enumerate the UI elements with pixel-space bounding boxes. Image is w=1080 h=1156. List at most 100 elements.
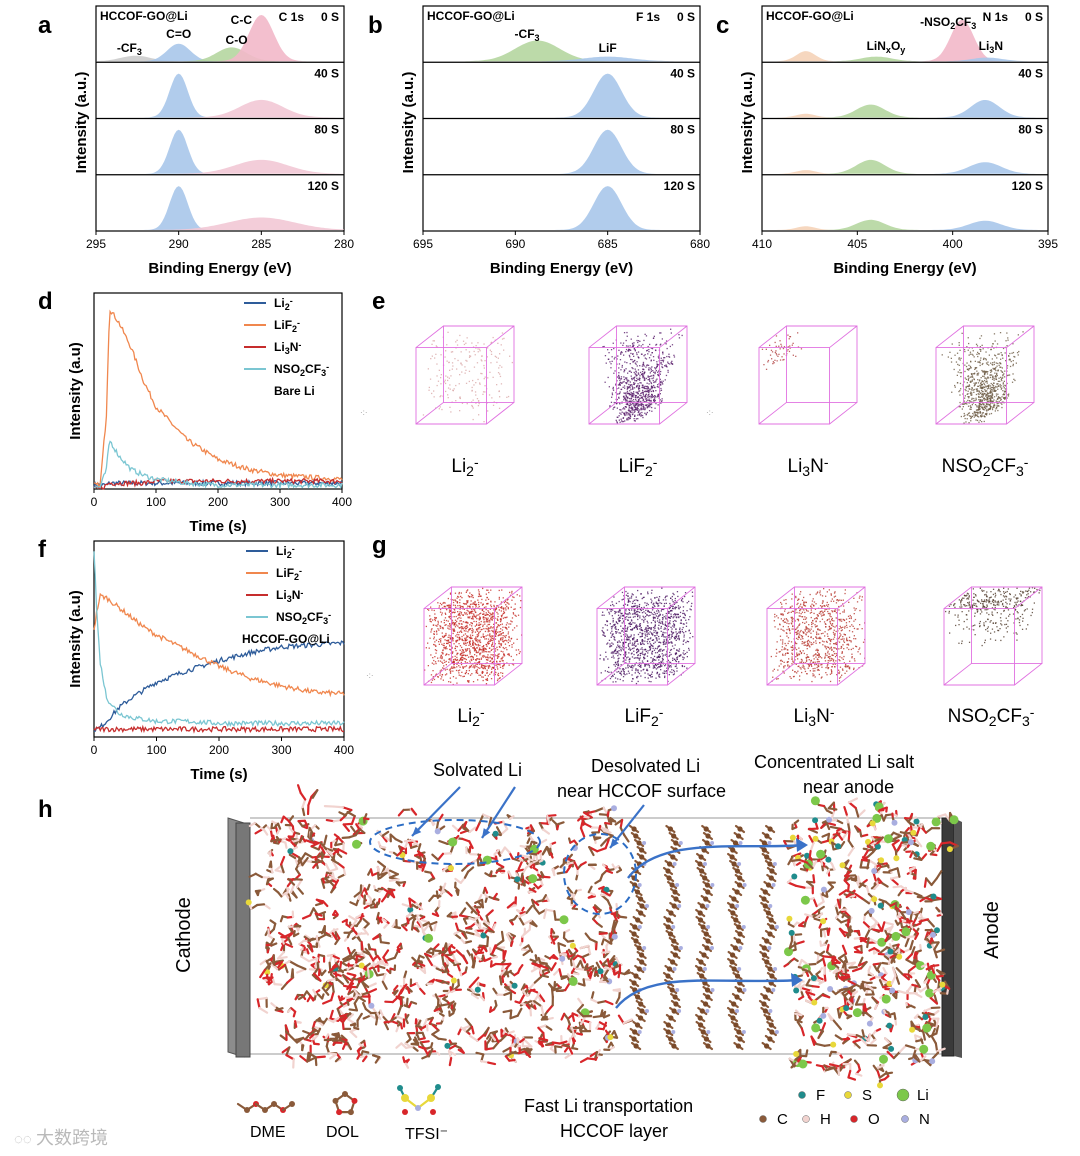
ion-point bbox=[648, 367, 650, 369]
ion-point bbox=[500, 344, 502, 346]
ion-point bbox=[642, 389, 644, 392]
ion-point bbox=[672, 657, 674, 659]
ion-point bbox=[505, 647, 507, 649]
ion-point bbox=[650, 598, 652, 600]
ion-point bbox=[451, 599, 453, 601]
ion-point bbox=[441, 635, 444, 637]
ion-point bbox=[631, 642, 634, 644]
ion-point bbox=[502, 632, 504, 634]
ion-point bbox=[797, 346, 800, 348]
ion-point bbox=[435, 674, 437, 676]
ion-point bbox=[612, 342, 614, 344]
ion-point bbox=[678, 631, 680, 633]
ion-point bbox=[640, 404, 642, 406]
ion-point bbox=[460, 592, 462, 594]
ion-point bbox=[806, 641, 808, 643]
ion-point bbox=[664, 365, 666, 367]
ion-point bbox=[436, 625, 438, 627]
ion-point bbox=[507, 653, 510, 655]
ion-point bbox=[451, 651, 454, 653]
ion-point bbox=[684, 613, 686, 616]
ion-point bbox=[637, 418, 639, 420]
ion-point bbox=[988, 413, 991, 415]
xps-peak-area bbox=[96, 15, 344, 62]
ion-point bbox=[1004, 370, 1006, 372]
ion-point bbox=[436, 375, 438, 377]
ion-point bbox=[614, 649, 616, 651]
ion-point bbox=[780, 628, 782, 630]
ion-point bbox=[485, 643, 488, 646]
ion-point bbox=[829, 627, 831, 629]
ion-point bbox=[484, 667, 486, 669]
ion-point bbox=[956, 382, 959, 384]
ion-point bbox=[498, 631, 500, 633]
ion-point bbox=[672, 601, 674, 603]
ion-point bbox=[474, 642, 476, 645]
ion-point bbox=[979, 410, 981, 413]
xps-peak-area bbox=[96, 129, 344, 174]
ion-point bbox=[449, 406, 451, 408]
ion-point bbox=[966, 418, 968, 420]
ion-point bbox=[975, 343, 978, 345]
ion-point bbox=[471, 629, 473, 632]
ion-point bbox=[443, 667, 445, 670]
ion-point bbox=[477, 645, 479, 647]
ion-point bbox=[674, 614, 677, 616]
ion-point bbox=[674, 613, 676, 615]
ion-point bbox=[676, 657, 678, 659]
ion-point bbox=[830, 594, 832, 596]
chem-glyph: - bbox=[239, 13, 243, 27]
ion-point bbox=[976, 405, 978, 407]
ion-point bbox=[501, 658, 503, 660]
ion-point bbox=[502, 626, 504, 628]
ion-point bbox=[995, 375, 997, 378]
ion-point bbox=[650, 347, 652, 349]
ion-point bbox=[1004, 352, 1006, 354]
ion-point bbox=[623, 378, 625, 381]
ion-point bbox=[427, 368, 429, 370]
ion-point bbox=[955, 361, 958, 363]
ion-point bbox=[481, 655, 484, 657]
ion-point bbox=[470, 645, 472, 647]
ion-point bbox=[630, 629, 632, 631]
xps-tick-label: 285 bbox=[251, 237, 271, 251]
ion-point bbox=[477, 348, 479, 350]
ion-point bbox=[664, 632, 666, 634]
ion-point bbox=[675, 602, 677, 604]
ion-point bbox=[637, 671, 639, 673]
ion-point bbox=[648, 404, 651, 407]
ion-point bbox=[486, 356, 488, 358]
ion-point bbox=[669, 345, 671, 348]
ion-point bbox=[819, 605, 822, 607]
ion-point bbox=[636, 365, 638, 367]
cube-edge bbox=[486, 325, 515, 348]
ion-point bbox=[991, 402, 993, 404]
ion-point bbox=[669, 617, 671, 619]
ion-point bbox=[812, 673, 814, 675]
ion-point bbox=[626, 627, 628, 630]
ion-point bbox=[490, 353, 493, 355]
ion-point bbox=[487, 654, 489, 656]
ion-point bbox=[967, 337, 969, 339]
ion-point bbox=[452, 630, 454, 632]
ion-point bbox=[504, 636, 507, 639]
ion-point bbox=[458, 634, 460, 636]
ion-point bbox=[637, 404, 640, 406]
ion-point bbox=[981, 384, 983, 386]
ion-point bbox=[663, 357, 665, 359]
ion-point bbox=[670, 597, 672, 599]
ion-point bbox=[835, 630, 837, 633]
ion-point bbox=[781, 356, 783, 358]
ion-point bbox=[611, 633, 614, 635]
ion-point bbox=[632, 413, 634, 415]
ion-point bbox=[639, 340, 641, 342]
ion-point bbox=[670, 615, 673, 618]
ion-point bbox=[424, 669, 426, 671]
ion-point bbox=[630, 636, 632, 638]
ion-point bbox=[648, 400, 650, 402]
ion-point bbox=[619, 641, 621, 643]
ion-point bbox=[989, 391, 991, 393]
ion-point bbox=[802, 631, 804, 633]
ion-point bbox=[975, 414, 977, 416]
ion-point bbox=[1012, 343, 1014, 345]
